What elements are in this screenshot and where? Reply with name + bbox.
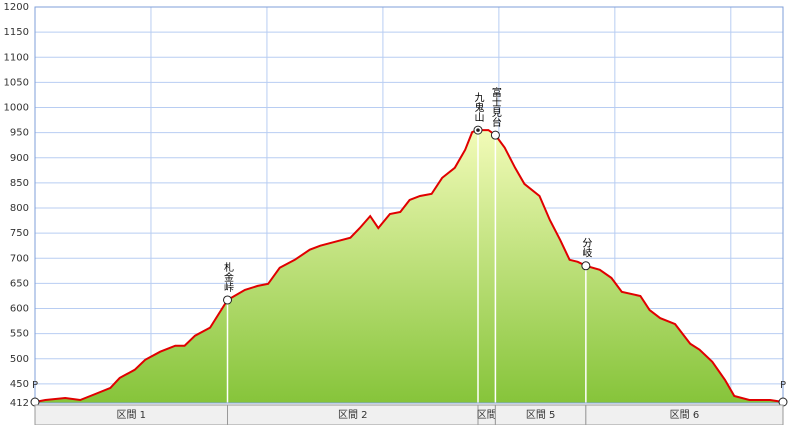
elevation-area <box>35 130 783 403</box>
y-tick-label: 1000 <box>4 103 29 114</box>
y-tick-label: 1050 <box>4 77 29 88</box>
waypoint-label: 九鬼山 <box>472 92 484 122</box>
waypoint-label: 札金峠 <box>222 261 234 293</box>
y-tick-label: 750 <box>10 228 29 239</box>
y-tick-label: 550 <box>10 329 29 340</box>
y-tick-label: 700 <box>10 253 29 264</box>
section-label: 区間 6 <box>670 409 700 421</box>
waypoint-label: P <box>780 380 786 391</box>
y-tick-label: 1100 <box>4 52 29 63</box>
waypoint-label: 分岐 <box>580 238 592 259</box>
section-label: 区間 <box>477 409 497 421</box>
y-tick-label: 600 <box>10 304 29 315</box>
y-tick-label: 412 <box>10 398 29 409</box>
waypoint-label: 富士見台 <box>489 86 501 128</box>
y-tick-label: 650 <box>10 278 29 289</box>
y-tick-label: 800 <box>10 203 29 214</box>
y-tick-label: 450 <box>10 379 29 390</box>
section-label: 区間 5 <box>526 409 556 421</box>
elevation-line <box>34 129 784 403</box>
waypoint-marker <box>223 295 233 305</box>
y-tick-label: 500 <box>10 354 29 365</box>
y-tick-label: 1150 <box>4 27 29 38</box>
y-tick-label: 1200 <box>4 2 29 13</box>
waypoint-marker-inner <box>476 128 480 132</box>
y-tick-label: 900 <box>10 153 29 164</box>
waypoint-marker <box>490 130 500 140</box>
section-label: 区間 2 <box>338 409 368 421</box>
y-tick-label: 850 <box>10 178 29 189</box>
y-tick-label: 950 <box>10 128 29 139</box>
waypoint-label: P <box>32 380 38 391</box>
section-label: 区間 1 <box>116 409 146 421</box>
plot-border <box>34 6 784 404</box>
waypoint-marker <box>581 261 591 271</box>
